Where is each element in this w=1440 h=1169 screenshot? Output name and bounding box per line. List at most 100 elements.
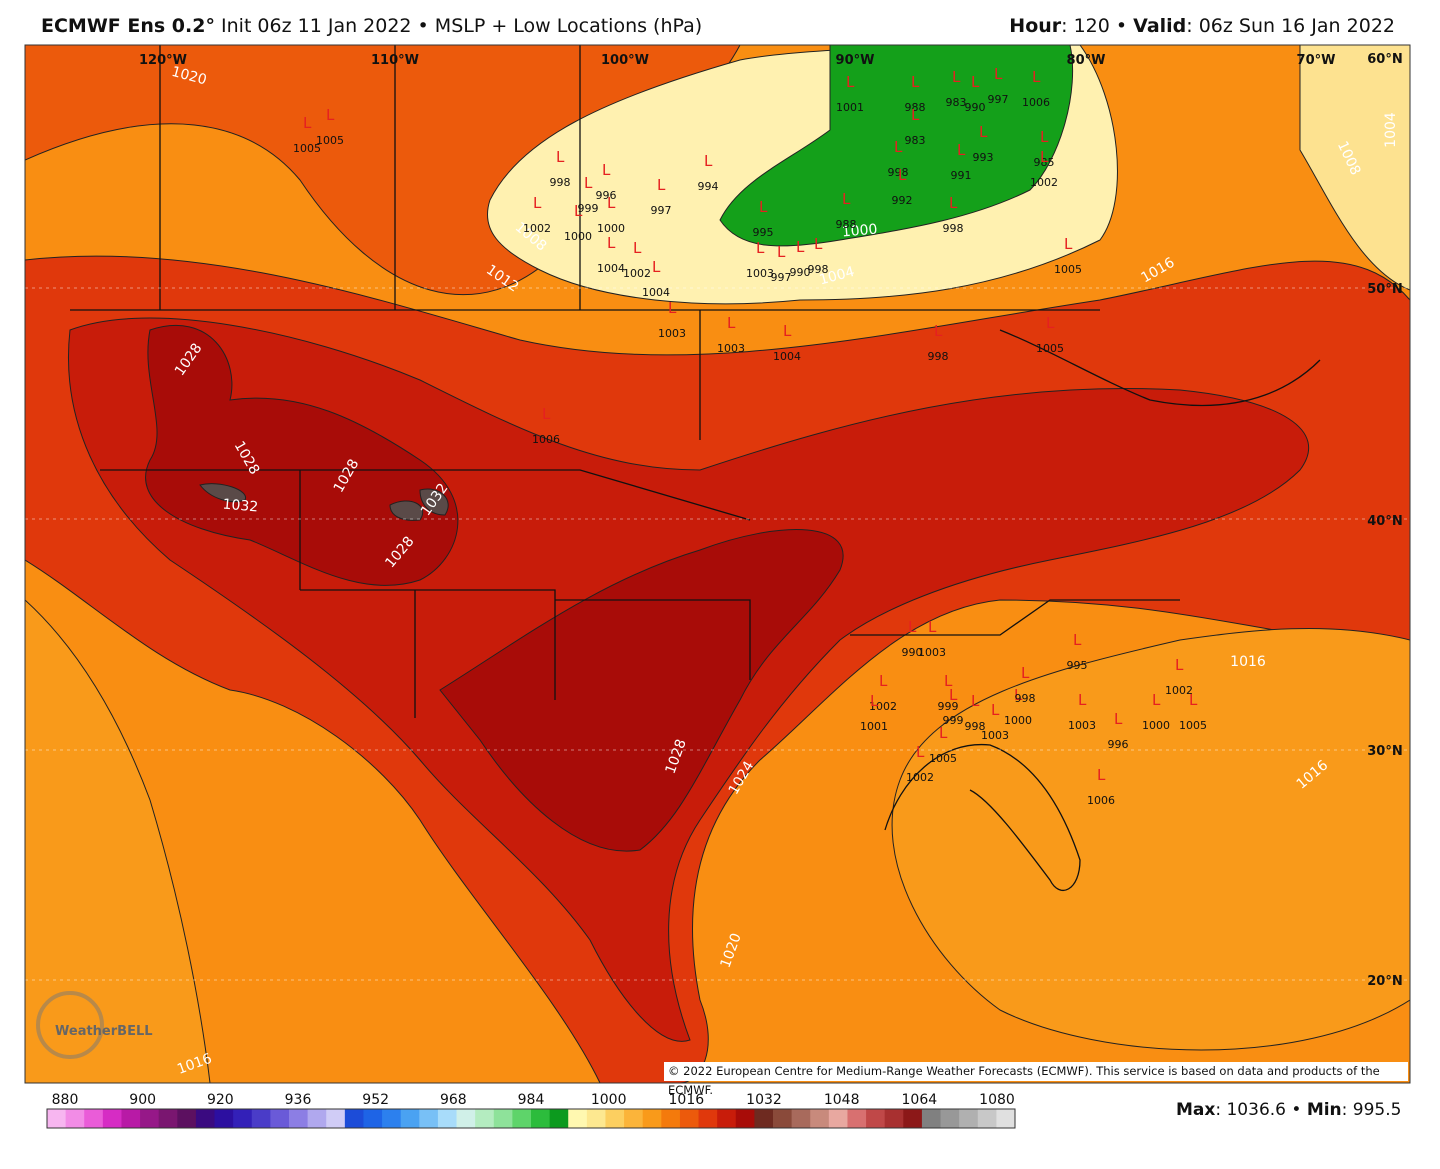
colorbar-swatch: [977, 1109, 997, 1128]
low-value: 983: [905, 134, 926, 147]
colorbar-label: 1032: [746, 1092, 782, 1108]
low-symbol: L: [303, 114, 312, 132]
colorbar-swatch: [698, 1109, 718, 1128]
low-value: 1005: [316, 134, 344, 147]
low-value: 995: [1067, 659, 1088, 672]
low-value: 998: [1015, 692, 1036, 705]
low-symbol: L: [1040, 148, 1049, 166]
low-value: 988: [836, 218, 857, 231]
low-symbol: L: [949, 194, 958, 212]
low-symbol: L: [979, 123, 988, 141]
low-symbol: L: [556, 148, 565, 166]
colorbar-swatch: [437, 1109, 458, 1128]
logo-mark: [36, 991, 104, 1059]
low-value: 999: [938, 700, 959, 713]
colorbar-swatch: [735, 1109, 755, 1128]
low-symbol: L: [879, 672, 888, 690]
colorbar-swatch: [884, 1109, 904, 1128]
low-symbol: L: [668, 299, 677, 317]
low-symbol: L: [602, 161, 611, 179]
low-symbol: L: [971, 692, 980, 710]
colorbar-swatch: [866, 1109, 886, 1128]
colorbar-label: 1080: [979, 1092, 1015, 1108]
hour-value: : 120 •: [1061, 15, 1134, 37]
colorbar-swatch: [959, 1109, 979, 1128]
low-symbol: L: [652, 258, 661, 276]
low-symbol: L: [756, 239, 765, 257]
lon-label: 70°W: [1297, 53, 1336, 68]
colorbar-swatch: [233, 1109, 253, 1128]
colorbar-label: 1064: [902, 1092, 938, 1108]
low-value: 998: [808, 263, 829, 276]
min-value: : 995.5: [1341, 1100, 1402, 1120]
colorbar-swatch: [456, 1109, 476, 1128]
low-symbol: L: [1040, 128, 1049, 146]
low-value: 1006: [532, 433, 560, 446]
low-value: 995: [753, 226, 774, 239]
hour-label: Hour: [1009, 15, 1062, 37]
low-value: 1005: [1036, 342, 1064, 355]
low-value: 1002: [623, 267, 651, 280]
colorbar-swatch: [289, 1109, 309, 1128]
low-symbol: L: [574, 202, 583, 220]
low-value: 985: [1034, 156, 1055, 169]
colorbar-swatch: [810, 1109, 830, 1128]
colorbar-swatch: [47, 1109, 67, 1128]
colorbar-label: 1016: [669, 1092, 705, 1108]
low-symbol: L: [952, 68, 961, 86]
colorbar-swatch: [307, 1109, 327, 1128]
low-value: 1005: [293, 142, 321, 155]
low-symbol: L: [928, 618, 937, 636]
colorbar-swatch: [754, 1109, 774, 1128]
low-value: 1000: [564, 230, 592, 243]
low-symbol: L: [898, 166, 907, 184]
colorbar-swatch: [679, 1109, 700, 1128]
colorbar-swatch: [549, 1109, 569, 1128]
low-symbol: L: [939, 724, 948, 742]
low-value: 1004: [773, 350, 801, 363]
copyright: © 2022 European Centre for Medium-Range …: [664, 1062, 1408, 1097]
colorbar-swatch: [382, 1109, 402, 1128]
low-symbol: L: [1046, 314, 1055, 332]
colorbar-swatch: [903, 1109, 923, 1128]
colorbar-swatch: [661, 1109, 681, 1128]
low-value: 1000: [1142, 719, 1170, 732]
low-symbol: L: [911, 106, 920, 124]
low-symbol: L: [1021, 664, 1030, 682]
lat-label: 60°N: [1367, 52, 1402, 67]
low-symbol: L: [814, 235, 823, 253]
colorbar-swatch: [847, 1109, 867, 1128]
model: ECMWF Ens 0.2°: [41, 15, 215, 37]
low-symbol: L: [1097, 766, 1106, 784]
colorbar-swatch: [177, 1109, 197, 1128]
colorbar-label: 1048: [824, 1092, 860, 1108]
lon-label: 80°W: [1067, 53, 1106, 68]
colorbar-label: 936: [285, 1092, 312, 1108]
low-symbol: L: [908, 618, 917, 636]
colorbar-swatch: [605, 1109, 625, 1128]
low-value: 1002: [1165, 684, 1193, 697]
max-label: Max: [1176, 1100, 1216, 1120]
valid-value: : 06z Sun 16 Jan 2022: [1186, 15, 1395, 37]
colorbar-swatch: [531, 1109, 551, 1128]
low-value: 994: [698, 180, 719, 193]
min-label: Min: [1306, 1100, 1342, 1120]
low-symbol: L: [949, 686, 958, 704]
low-value: 999: [578, 202, 599, 215]
low-value: 998: [943, 222, 964, 235]
colorbar-swatch: [419, 1109, 439, 1128]
header-right: Hour: 120 • Valid: 06z Sun 16 Jan 2022: [1009, 15, 1395, 37]
low-value: 1006: [1087, 794, 1115, 807]
low-value: 998: [965, 720, 986, 733]
colorbar-swatch: [214, 1109, 234, 1128]
low-symbol: L: [846, 73, 855, 91]
low-symbol: L: [1175, 656, 1184, 674]
low-symbol: L: [1073, 631, 1082, 649]
colorbar-label: 984: [518, 1092, 545, 1108]
low-symbol: L: [1064, 235, 1073, 253]
low-value: 998: [928, 350, 949, 363]
colorbar: 880 900 920 936 952 968 984 1000 1016 1032 1048 106…: [46, 1092, 1016, 1129]
colorbar-swatch: [624, 1109, 644, 1128]
colorbar-label: 920: [207, 1092, 234, 1108]
